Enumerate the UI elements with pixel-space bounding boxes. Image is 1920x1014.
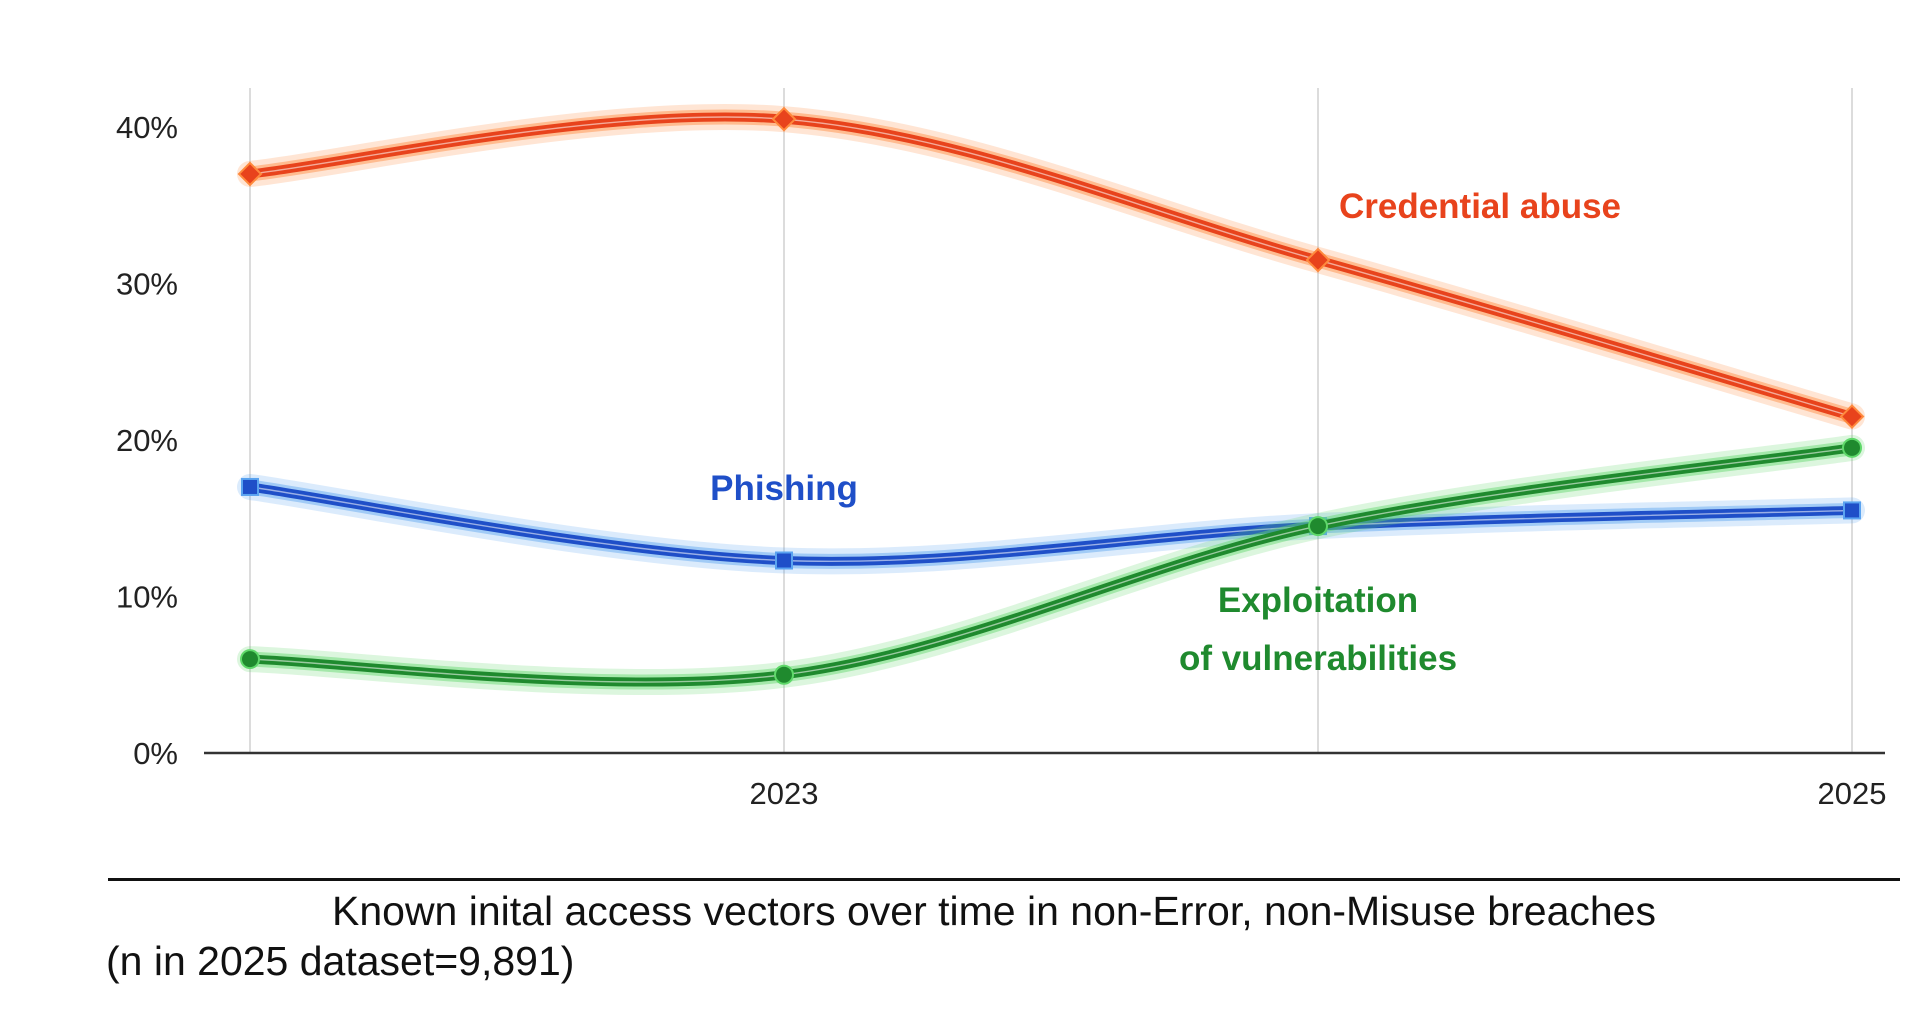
series-phishing	[237, 473, 1865, 575]
marker-phishing-2023	[775, 551, 793, 570]
series-highlight-phishing	[249, 486, 1853, 563]
marker-credential-abuse-2022	[237, 161, 263, 187]
series-labels: Credential abuse Phishing Exploitation of v…	[710, 187, 1621, 678]
marker-exploitation-of-vulnerabilities-2022	[240, 649, 260, 670]
marker-credential-abuse-2024	[1305, 247, 1331, 273]
x-tick-label-2025: 2025	[1818, 776, 1887, 811]
y-tick-label-40: 40%	[116, 110, 178, 145]
series-label-phishing: Phishing	[710, 469, 858, 508]
marker-exploitation-of-vulnerabilities-2024	[1308, 516, 1328, 537]
series-exploitation-of-vulnerabilities	[237, 434, 1865, 696]
chart-caption: Known inital access vectors over time in…	[332, 888, 1656, 934]
marker-exploitation-of-vulnerabilities-2023	[774, 664, 794, 685]
series-line-exploitation-of-vulnerabilities	[245, 443, 1857, 687]
y-tick-label-10: 10%	[116, 580, 178, 615]
chart-caption-sample-size: (n in 2025 dataset=9,891)	[106, 938, 575, 984]
series-lines	[237, 104, 1865, 696]
series-highlight-credential-abuse	[249, 116, 1853, 418]
series-label-credential-abuse: Credential abuse	[1339, 187, 1621, 226]
series-label-exploitation-of-vulnerabilities: Exploitation of vulnerabilities	[1179, 581, 1457, 678]
axes: 0% 10% 20% 30% 40% 2023 2025	[116, 110, 1887, 811]
series-label-line: Phishing	[710, 469, 858, 508]
series-credential-abuse	[237, 104, 1865, 430]
series-label-line: Exploitation	[1218, 581, 1418, 620]
series-label-line: of vulnerabilities	[1179, 639, 1457, 678]
x-tick-label-2023: 2023	[750, 776, 819, 811]
marker-phishing-2025	[1843, 501, 1861, 520]
series-label-line: Credential abuse	[1339, 187, 1621, 226]
marker-exploitation-of-vulnerabilities-2025	[1842, 437, 1862, 458]
marker-credential-abuse-2025	[1839, 404, 1865, 429]
y-tick-label-0: 0%	[133, 736, 178, 771]
series-halo-credential-abuse	[242, 109, 1860, 425]
marker-phishing-2022	[241, 477, 259, 496]
series-glow-credential-abuse	[237, 104, 1865, 430]
marker-credential-abuse-2023	[771, 106, 797, 132]
caption-divider	[108, 878, 1900, 881]
series-line-credential-abuse	[245, 112, 1857, 422]
y-tick-label-20: 20%	[116, 423, 178, 458]
series-highlight-exploitation-of-vulnerabilities	[249, 447, 1853, 683]
y-tick-label-30: 30%	[116, 267, 178, 302]
